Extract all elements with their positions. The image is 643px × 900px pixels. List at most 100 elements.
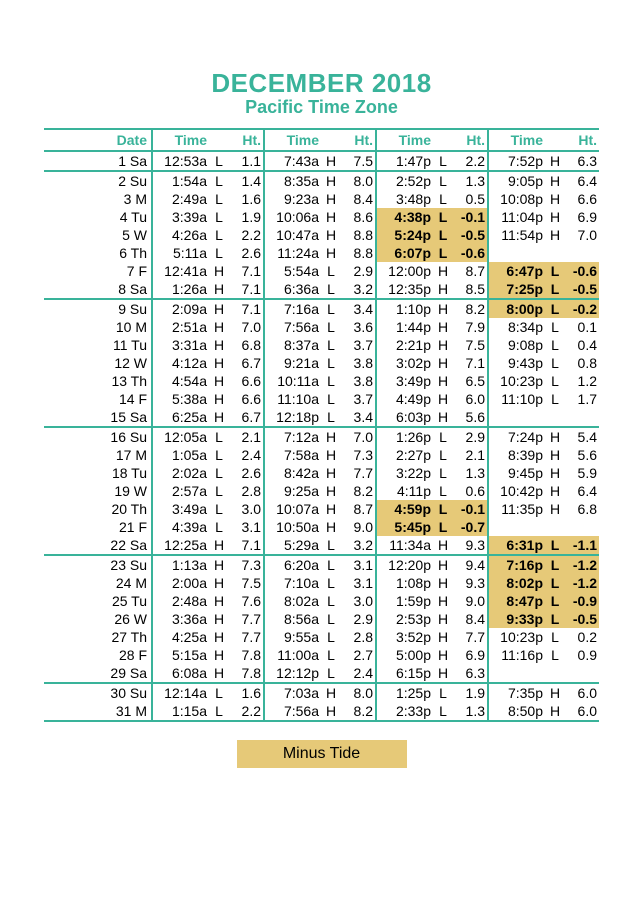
date-cell: 6 Th: [44, 244, 152, 262]
tide-cell: -0.7: [453, 518, 488, 536]
tide-cell: H: [433, 262, 453, 280]
table-row: 31 M1:15aL2.27:56aH8.22:33pL1.38:50pH6.0: [44, 702, 599, 721]
tide-cell: 7:24p: [488, 427, 545, 446]
date-cell: 5 W: [44, 226, 152, 244]
tide-cell: 6.3: [453, 664, 488, 683]
date-cell: 3 M: [44, 190, 152, 208]
tide-cell: 7:52p: [488, 151, 545, 171]
tide-cell: [565, 664, 599, 683]
tide-cell: H: [545, 702, 565, 721]
tide-cell: 5:45p: [376, 518, 433, 536]
tide-cell: H: [433, 318, 453, 336]
tide-cell: 7.8: [229, 646, 264, 664]
tide-cell: 1:10p: [376, 299, 433, 318]
tide-cell: 9.0: [453, 592, 488, 610]
tide-cell: 7.5: [229, 574, 264, 592]
tide-cell: H: [545, 427, 565, 446]
tide-cell: 1.3: [453, 702, 488, 721]
tide-cell: H: [209, 408, 229, 427]
tide-cell: L: [209, 226, 229, 244]
tide-cell: 6:03p: [376, 408, 433, 427]
tide-cell: 7:56a: [264, 702, 321, 721]
tide-cell: 12:53a: [152, 151, 209, 171]
tide-cell: 4:12a: [152, 354, 209, 372]
tide-cell: L: [209, 427, 229, 446]
tide-cell: 6:25a: [152, 408, 209, 427]
tide-cell: 12:05a: [152, 427, 209, 446]
tide-cell: 3.2: [341, 280, 376, 299]
tide-cell: 7:43a: [264, 151, 321, 171]
tide-cell: 12:41a: [152, 262, 209, 280]
tide-cell: H: [433, 280, 453, 299]
tide-cell: H: [321, 427, 341, 446]
tide-cell: 11:04p: [488, 208, 545, 226]
tide-cell: 2:53p: [376, 610, 433, 628]
tide-cell: 2.2: [229, 226, 264, 244]
col-header: [545, 129, 565, 151]
tide-cell: H: [209, 336, 229, 354]
tide-cell: 10:07a: [264, 500, 321, 518]
tide-cell: H: [321, 151, 341, 171]
date-cell: 13 Th: [44, 372, 152, 390]
tide-cell: L: [433, 427, 453, 446]
tide-cell: 3:48p: [376, 190, 433, 208]
tide-cell: 10:11a: [264, 372, 321, 390]
tide-cell: L: [545, 299, 565, 318]
table-row: 10 M2:51aH7.07:56aL3.61:44pH7.98:34pL0.1: [44, 318, 599, 336]
tide-cell: H: [209, 610, 229, 628]
tide-cell: 6:36a: [264, 280, 321, 299]
tide-cell: H: [545, 500, 565, 518]
tide-cell: [565, 408, 599, 427]
date-cell: 16 Su: [44, 427, 152, 446]
tide-cell: H: [433, 372, 453, 390]
tide-cell: 1:59p: [376, 592, 433, 610]
tide-cell: [545, 244, 565, 262]
tide-cell: 7.3: [229, 555, 264, 574]
tide-cell: 7.0: [565, 226, 599, 244]
table-row: 1 Sa12:53aL1.17:43aH7.51:47pL2.27:52pH6.…: [44, 151, 599, 171]
tide-cell: 7:58a: [264, 446, 321, 464]
tide-cell: 2:02a: [152, 464, 209, 482]
date-cell: 19 W: [44, 482, 152, 500]
tide-cell: L: [433, 190, 453, 208]
tide-cell: 12:14a: [152, 683, 209, 702]
tide-cell: 7.1: [229, 280, 264, 299]
tide-cell: -0.2: [565, 299, 599, 318]
tide-cell: L: [321, 299, 341, 318]
tide-cell: L: [433, 446, 453, 464]
tide-cell: 2.9: [453, 427, 488, 446]
tide-cell: H: [433, 574, 453, 592]
col-header: Ht.: [565, 129, 599, 151]
table-row: 16 Su12:05aL2.17:12aH7.01:26pL2.97:24pH5…: [44, 427, 599, 446]
col-header: [209, 129, 229, 151]
tide-cell: H: [433, 610, 453, 628]
tide-cell: H: [433, 628, 453, 646]
tide-cell: 8:00p: [488, 299, 545, 318]
tide-cell: L: [321, 610, 341, 628]
tide-cell: L: [321, 354, 341, 372]
date-cell: 25 Tu: [44, 592, 152, 610]
tide-cell: 0.4: [565, 336, 599, 354]
col-header: [433, 129, 453, 151]
tide-cell: 8:47p: [488, 592, 545, 610]
date-cell: 22 Sa: [44, 536, 152, 555]
tide-cell: L: [209, 171, 229, 190]
table-row: 2 Su1:54aL1.48:35aH8.02:52pL1.39:05pH6.4: [44, 171, 599, 190]
tide-cell: L: [321, 372, 341, 390]
tide-cell: H: [321, 518, 341, 536]
tide-cell: 3.0: [229, 500, 264, 518]
tide-cell: 8.2: [453, 299, 488, 318]
tide-cell: 5.6: [565, 446, 599, 464]
col-header: Date: [44, 129, 152, 151]
tide-cell: 3.4: [341, 408, 376, 427]
tide-cell: [488, 408, 545, 427]
tide-cell: H: [209, 262, 229, 280]
tide-cell: -1.2: [565, 555, 599, 574]
tide-cell: [545, 518, 565, 536]
table-row: 18 Tu2:02aL2.68:42aH7.73:22pL1.39:45pH5.…: [44, 464, 599, 482]
tide-cell: 1.2: [565, 372, 599, 390]
tide-cell: 2.1: [229, 427, 264, 446]
date-cell: 20 Th: [44, 500, 152, 518]
tide-cell: 8:50p: [488, 702, 545, 721]
tide-cell: H: [209, 390, 229, 408]
